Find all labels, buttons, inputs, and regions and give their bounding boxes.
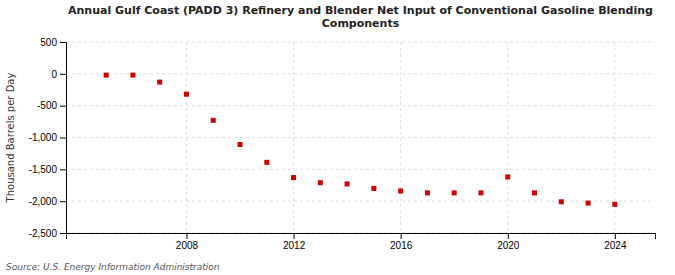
grid-line-x xyxy=(400,42,401,233)
point xyxy=(211,118,216,123)
grid-line-x xyxy=(507,42,508,233)
y-tick-mark xyxy=(60,138,66,139)
y-tick-mark xyxy=(60,74,66,75)
point xyxy=(612,202,617,207)
grid-line-y xyxy=(66,105,655,106)
y-tick: -1,500 xyxy=(29,164,66,175)
y-tick-label: -2,000 xyxy=(29,196,58,207)
point xyxy=(104,73,109,78)
point xyxy=(478,190,483,195)
point xyxy=(371,186,376,191)
point xyxy=(398,188,403,193)
grid-line-y xyxy=(66,42,655,43)
point xyxy=(291,175,296,180)
point xyxy=(184,92,189,97)
x-tick: 2024 xyxy=(604,233,627,251)
y-tick: -1,000 xyxy=(29,132,66,143)
y-tick: -2,500 xyxy=(29,228,66,239)
y-tick-label: 0 xyxy=(51,69,57,80)
y-tick-mark xyxy=(60,106,66,107)
grid-line-y xyxy=(66,169,655,170)
y-tick-mark xyxy=(60,42,66,43)
y-axis: 500 0 -500 -1,000 -1,500 -2,000 -2,500 xyxy=(29,37,67,239)
point xyxy=(345,181,350,186)
y-tick: 500 xyxy=(40,37,66,48)
title: Annual Gulf Coast (PADD 3) Refinery and … xyxy=(68,4,653,30)
points xyxy=(104,73,618,207)
point xyxy=(425,190,430,195)
y-tick-mark xyxy=(60,169,66,170)
x-tick-label: 2020 xyxy=(497,240,520,251)
point xyxy=(559,199,564,204)
title-line: Components xyxy=(322,17,400,30)
x-axis: 2008 2012 2016 2020 2024 xyxy=(67,233,656,251)
y-tick: -2,000 xyxy=(29,196,66,207)
x-tick-mark xyxy=(401,233,402,239)
y-tick-label: 500 xyxy=(40,37,57,48)
point xyxy=(264,160,269,165)
grid-line-y xyxy=(66,137,655,138)
y-tick: -500 xyxy=(37,100,66,111)
grid-line-y xyxy=(66,73,655,74)
y-tick-label: -1,500 xyxy=(29,164,58,175)
grid-line-y xyxy=(66,201,655,202)
y-tick: 0 xyxy=(51,69,66,80)
title-line: Annual Gulf Coast (PADD 3) Refinery and … xyxy=(68,4,653,17)
x-tick-label: 2012 xyxy=(283,240,306,251)
x-tick-label: 2016 xyxy=(390,240,413,251)
point xyxy=(586,201,591,206)
x-tick-label: 2008 xyxy=(176,240,199,251)
point xyxy=(532,190,537,195)
y-axis-title: Thousand Barrels per Day xyxy=(5,73,16,204)
grid-line-x xyxy=(293,42,294,233)
plot-area: 2008 2012 2016 2020 2024 500 0 -500 -1,000 -1,500… xyxy=(29,37,656,251)
x-axis-line xyxy=(67,234,656,240)
point xyxy=(452,190,457,195)
grid-line-x xyxy=(186,42,187,233)
point xyxy=(318,180,323,185)
x-tick: 2012 xyxy=(283,233,306,251)
y-tick-label: -1,000 xyxy=(29,132,58,143)
chart: 2008 2012 2016 2020 2024 500 0 -500 -1,000 -1,500… xyxy=(0,0,675,275)
y-tick-mark xyxy=(60,201,66,202)
x-tick-mark xyxy=(615,233,616,239)
x-tick-label: 2024 xyxy=(604,240,627,251)
y-axis-line xyxy=(60,43,67,234)
y-tick-mark xyxy=(60,233,66,234)
point xyxy=(130,73,135,78)
source: Source: U.S. Energy Information Administ… xyxy=(6,262,220,272)
x-tick: 2020 xyxy=(497,233,520,251)
y-tick-label: -500 xyxy=(37,100,57,111)
point xyxy=(238,142,243,147)
x-tick-mark xyxy=(186,233,187,239)
point xyxy=(157,80,162,85)
x-tick: 2016 xyxy=(390,233,413,251)
grid xyxy=(66,42,655,233)
x-tick-mark xyxy=(294,233,295,239)
x-tick: 2008 xyxy=(176,233,199,251)
point xyxy=(505,174,510,179)
x-tick-mark xyxy=(508,233,509,239)
y-tick-label: -2,500 xyxy=(29,228,58,239)
